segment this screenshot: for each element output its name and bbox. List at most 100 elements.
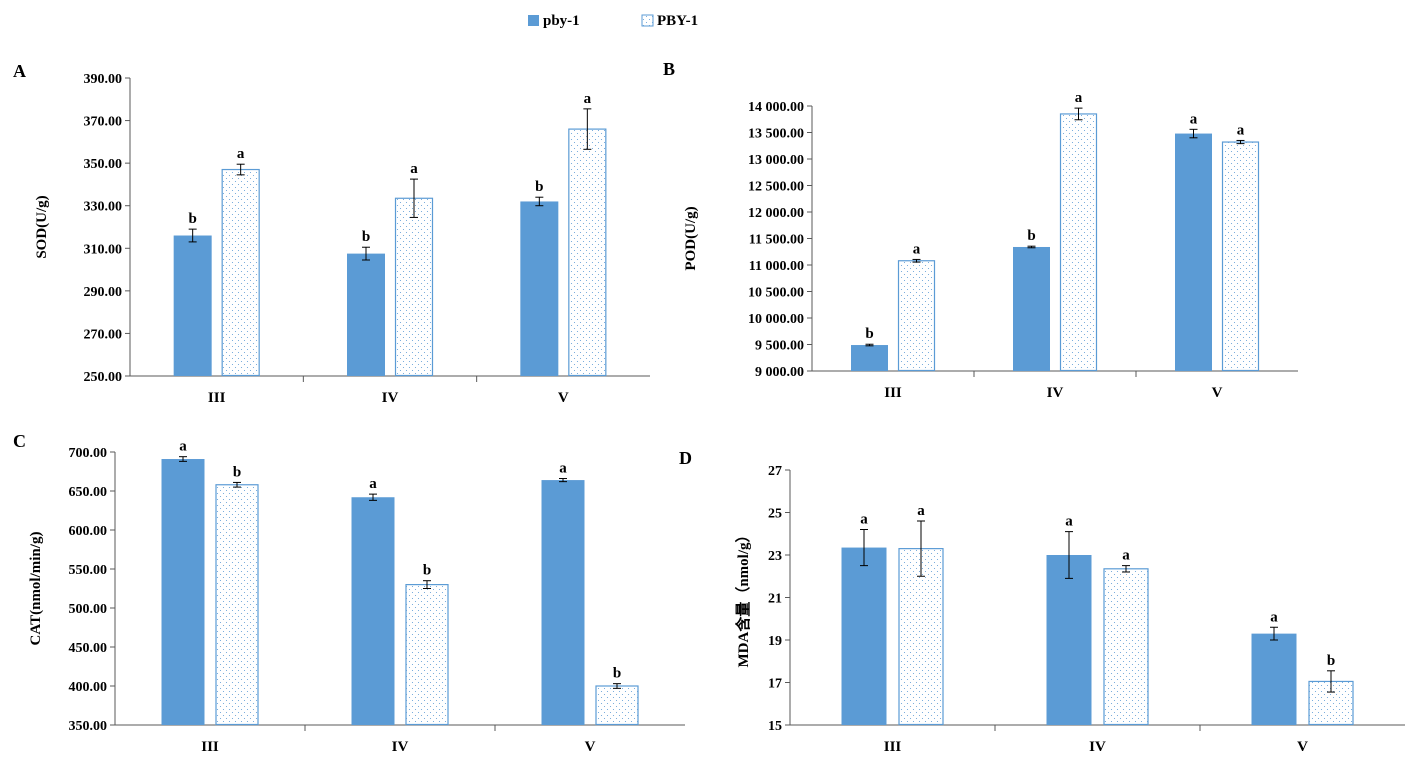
significance-letter: a <box>237 146 245 162</box>
y-axis-title: POD(U/g) <box>683 206 699 270</box>
chart-panel-a: A 250.00 270.00 290.00 310.00 330.00 350.00 370… <box>13 61 650 406</box>
significance-letter: a <box>369 476 377 492</box>
x-tick-label: IV <box>382 390 399 406</box>
significance-letter: b <box>233 464 241 480</box>
bar-pby-1 <box>173 235 212 376</box>
y-tick-label: 600.00 <box>69 524 108 539</box>
significance-letter: b <box>613 666 621 682</box>
y-tick-label: 500.00 <box>69 602 108 617</box>
panel-label: A <box>13 61 26 81</box>
significance-letter: a <box>1122 548 1130 564</box>
significance-letter: a <box>917 503 925 519</box>
significance-letter: b <box>188 211 196 227</box>
chart-panel-b: B 9 000.00 9 500.00 10 000.00 10 500.00 11 00… <box>663 59 1298 401</box>
y-tick-label: 27 <box>768 464 782 479</box>
y-tick-label: 19 <box>768 634 782 649</box>
y-tick-label: 14 000.00 <box>748 100 804 115</box>
y-tick-label: 12 000.00 <box>748 206 804 221</box>
bar-PBY-1 <box>595 685 639 726</box>
y-tick-label: 450.00 <box>69 641 108 656</box>
y-tick-label: 250.00 <box>84 370 123 385</box>
y-tick-label: 12 500.00 <box>748 180 804 195</box>
bar-PBY-1 <box>1221 141 1260 372</box>
bar-PBY-1 <box>221 168 260 377</box>
y-tick-label: 700.00 <box>69 446 108 461</box>
significance-letter: b <box>423 563 431 579</box>
y-tick-label: 290.00 <box>84 285 123 300</box>
y-tick-label: 650.00 <box>69 485 108 500</box>
significance-letter: a <box>559 461 567 477</box>
x-tick-label: III <box>208 390 226 406</box>
legend-swatch-pby1 <box>528 15 539 26</box>
panel-label: B <box>663 59 675 79</box>
significance-letter: a <box>1270 609 1278 625</box>
bar-PBY-1 <box>405 583 449 726</box>
y-tick-label: 270.00 <box>84 327 123 342</box>
legend: pby-1 PBY-1 <box>528 13 698 29</box>
chart-panel-d: D 15 17 19 21 23 25 27 MDA含量（nmol/g） III a a IV a a Va b <box>679 448 1405 755</box>
y-tick-label: 13 000.00 <box>748 153 804 168</box>
x-tick-label: V <box>558 390 569 406</box>
bar-pby-1 <box>351 497 395 725</box>
y-tick-label: 550.00 <box>69 563 108 578</box>
significance-letter: a <box>913 241 921 257</box>
y-axis-title: MDA含量（nmol/g） <box>734 528 752 668</box>
significance-letter: a <box>179 439 187 455</box>
y-tick-label: 15 <box>768 719 782 734</box>
bar-PBY-1 <box>897 260 936 372</box>
x-tick-label: IV <box>1047 385 1064 401</box>
significance-letter: b <box>1027 228 1035 244</box>
x-tick-label: IV <box>392 739 409 755</box>
bar-pby-1 <box>520 201 559 376</box>
y-tick-label: 330.00 <box>84 200 123 215</box>
legend-swatch-PBY1 <box>641 14 654 27</box>
legend-label-PBY1: PBY-1 <box>657 13 698 29</box>
y-tick-label: 23 <box>768 549 782 564</box>
y-axis-title: SOD(U/g) <box>34 195 50 258</box>
x-tick-label: III <box>884 385 902 401</box>
significance-letter: a <box>584 91 592 107</box>
x-tick-label: V <box>585 739 596 755</box>
bar-pby-1 <box>347 253 385 376</box>
y-tick-label: 13 500.00 <box>748 127 804 142</box>
significance-letter: b <box>362 229 370 245</box>
y-tick-label: 9 000.00 <box>755 365 804 380</box>
y-tick-label: 400.00 <box>69 680 108 695</box>
y-tick-label: 10 000.00 <box>748 312 804 327</box>
x-tick-label: III <box>201 739 219 755</box>
x-tick-label: V <box>1297 739 1308 755</box>
significance-letter: b <box>1327 653 1335 669</box>
y-tick-label: 9 500.00 <box>755 339 804 354</box>
bar-PBY-1 <box>568 128 607 377</box>
y-tick-label: 17 <box>768 677 782 692</box>
bar-pby-1 <box>1251 633 1297 725</box>
y-tick-label: 11 000.00 <box>749 259 804 274</box>
bar-pby-1 <box>1175 133 1212 371</box>
significance-letter: b <box>535 179 543 195</box>
x-tick-label: III <box>884 739 902 755</box>
bar-pby-1 <box>841 547 887 725</box>
bar-pby-1 <box>1046 555 1092 725</box>
bar-PBY-1 <box>394 197 434 377</box>
bar-PBY-1 <box>1103 568 1149 726</box>
bar-pby-1 <box>851 345 888 371</box>
significance-letter: a <box>1065 514 1073 530</box>
y-tick-label: 11 500.00 <box>749 233 804 248</box>
y-tick-label: 350.00 <box>84 157 123 172</box>
y-tick-label: 25 <box>768 507 782 522</box>
legend-label-pby1: pby-1 <box>543 13 580 29</box>
y-tick-label: 350.00 <box>69 719 108 734</box>
significance-letter: a <box>410 161 418 177</box>
y-tick-label: 390.00 <box>84 72 123 87</box>
bar-pby-1 <box>541 480 585 725</box>
panel-label: C <box>13 431 26 451</box>
panel-label: D <box>679 448 692 468</box>
significance-letter: a <box>1075 90 1083 106</box>
bar-pby-1 <box>161 459 205 725</box>
bar-PBY-1 <box>1059 113 1098 372</box>
x-tick-label: V <box>1212 385 1223 401</box>
y-tick-label: 10 500.00 <box>748 286 804 301</box>
significance-letter: a <box>860 512 868 528</box>
y-tick-label: 370.00 <box>84 115 123 130</box>
